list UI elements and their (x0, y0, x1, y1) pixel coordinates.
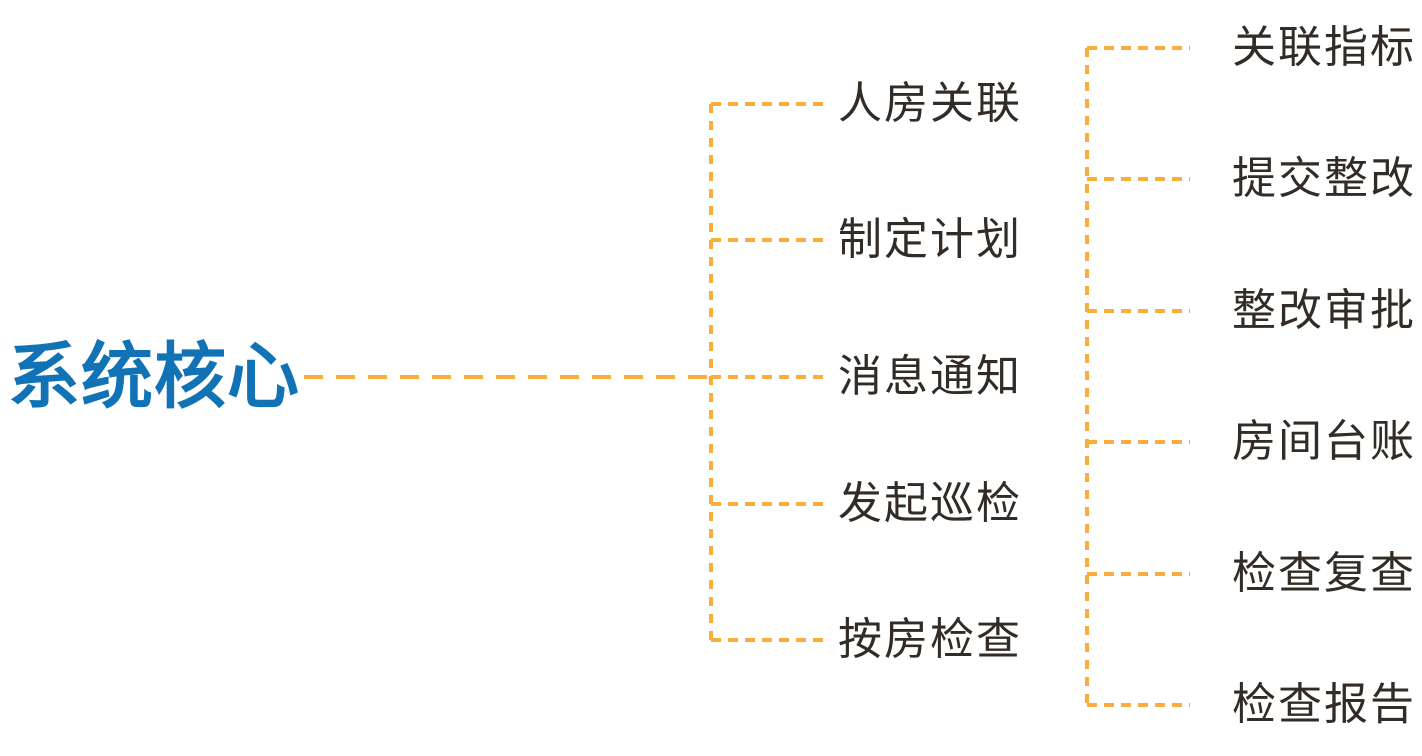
level1-node-anfang-jiancha: 按房检查 (838, 615, 1022, 664)
level2-node-guanlian-zhibiao: 关联指标 (1232, 23, 1416, 72)
level2-node-fangjian-taizhang: 房间台账 (1232, 417, 1416, 466)
level1-node-zhiding-jihua: 制定计划 (838, 215, 1022, 264)
level2-node-jiancha-baogao: 检查报告 (1232, 680, 1416, 729)
level1-node-renfang-guanlian: 人房关联 (838, 79, 1022, 128)
level1-node-faqi-xunjian: 发起巡检 (838, 479, 1022, 528)
level2-node-tijiao-zhenggai: 提交整改 (1232, 154, 1416, 203)
level2-node-zhenggai-shenpi: 整改审批 (1232, 286, 1416, 335)
level2-node-jiancha-fucha: 检查复查 (1232, 549, 1416, 598)
root-node-label: 系统核心 (8, 337, 301, 418)
level1-node-xiaoxi-tongzhi: 消息通知 (838, 352, 1022, 401)
